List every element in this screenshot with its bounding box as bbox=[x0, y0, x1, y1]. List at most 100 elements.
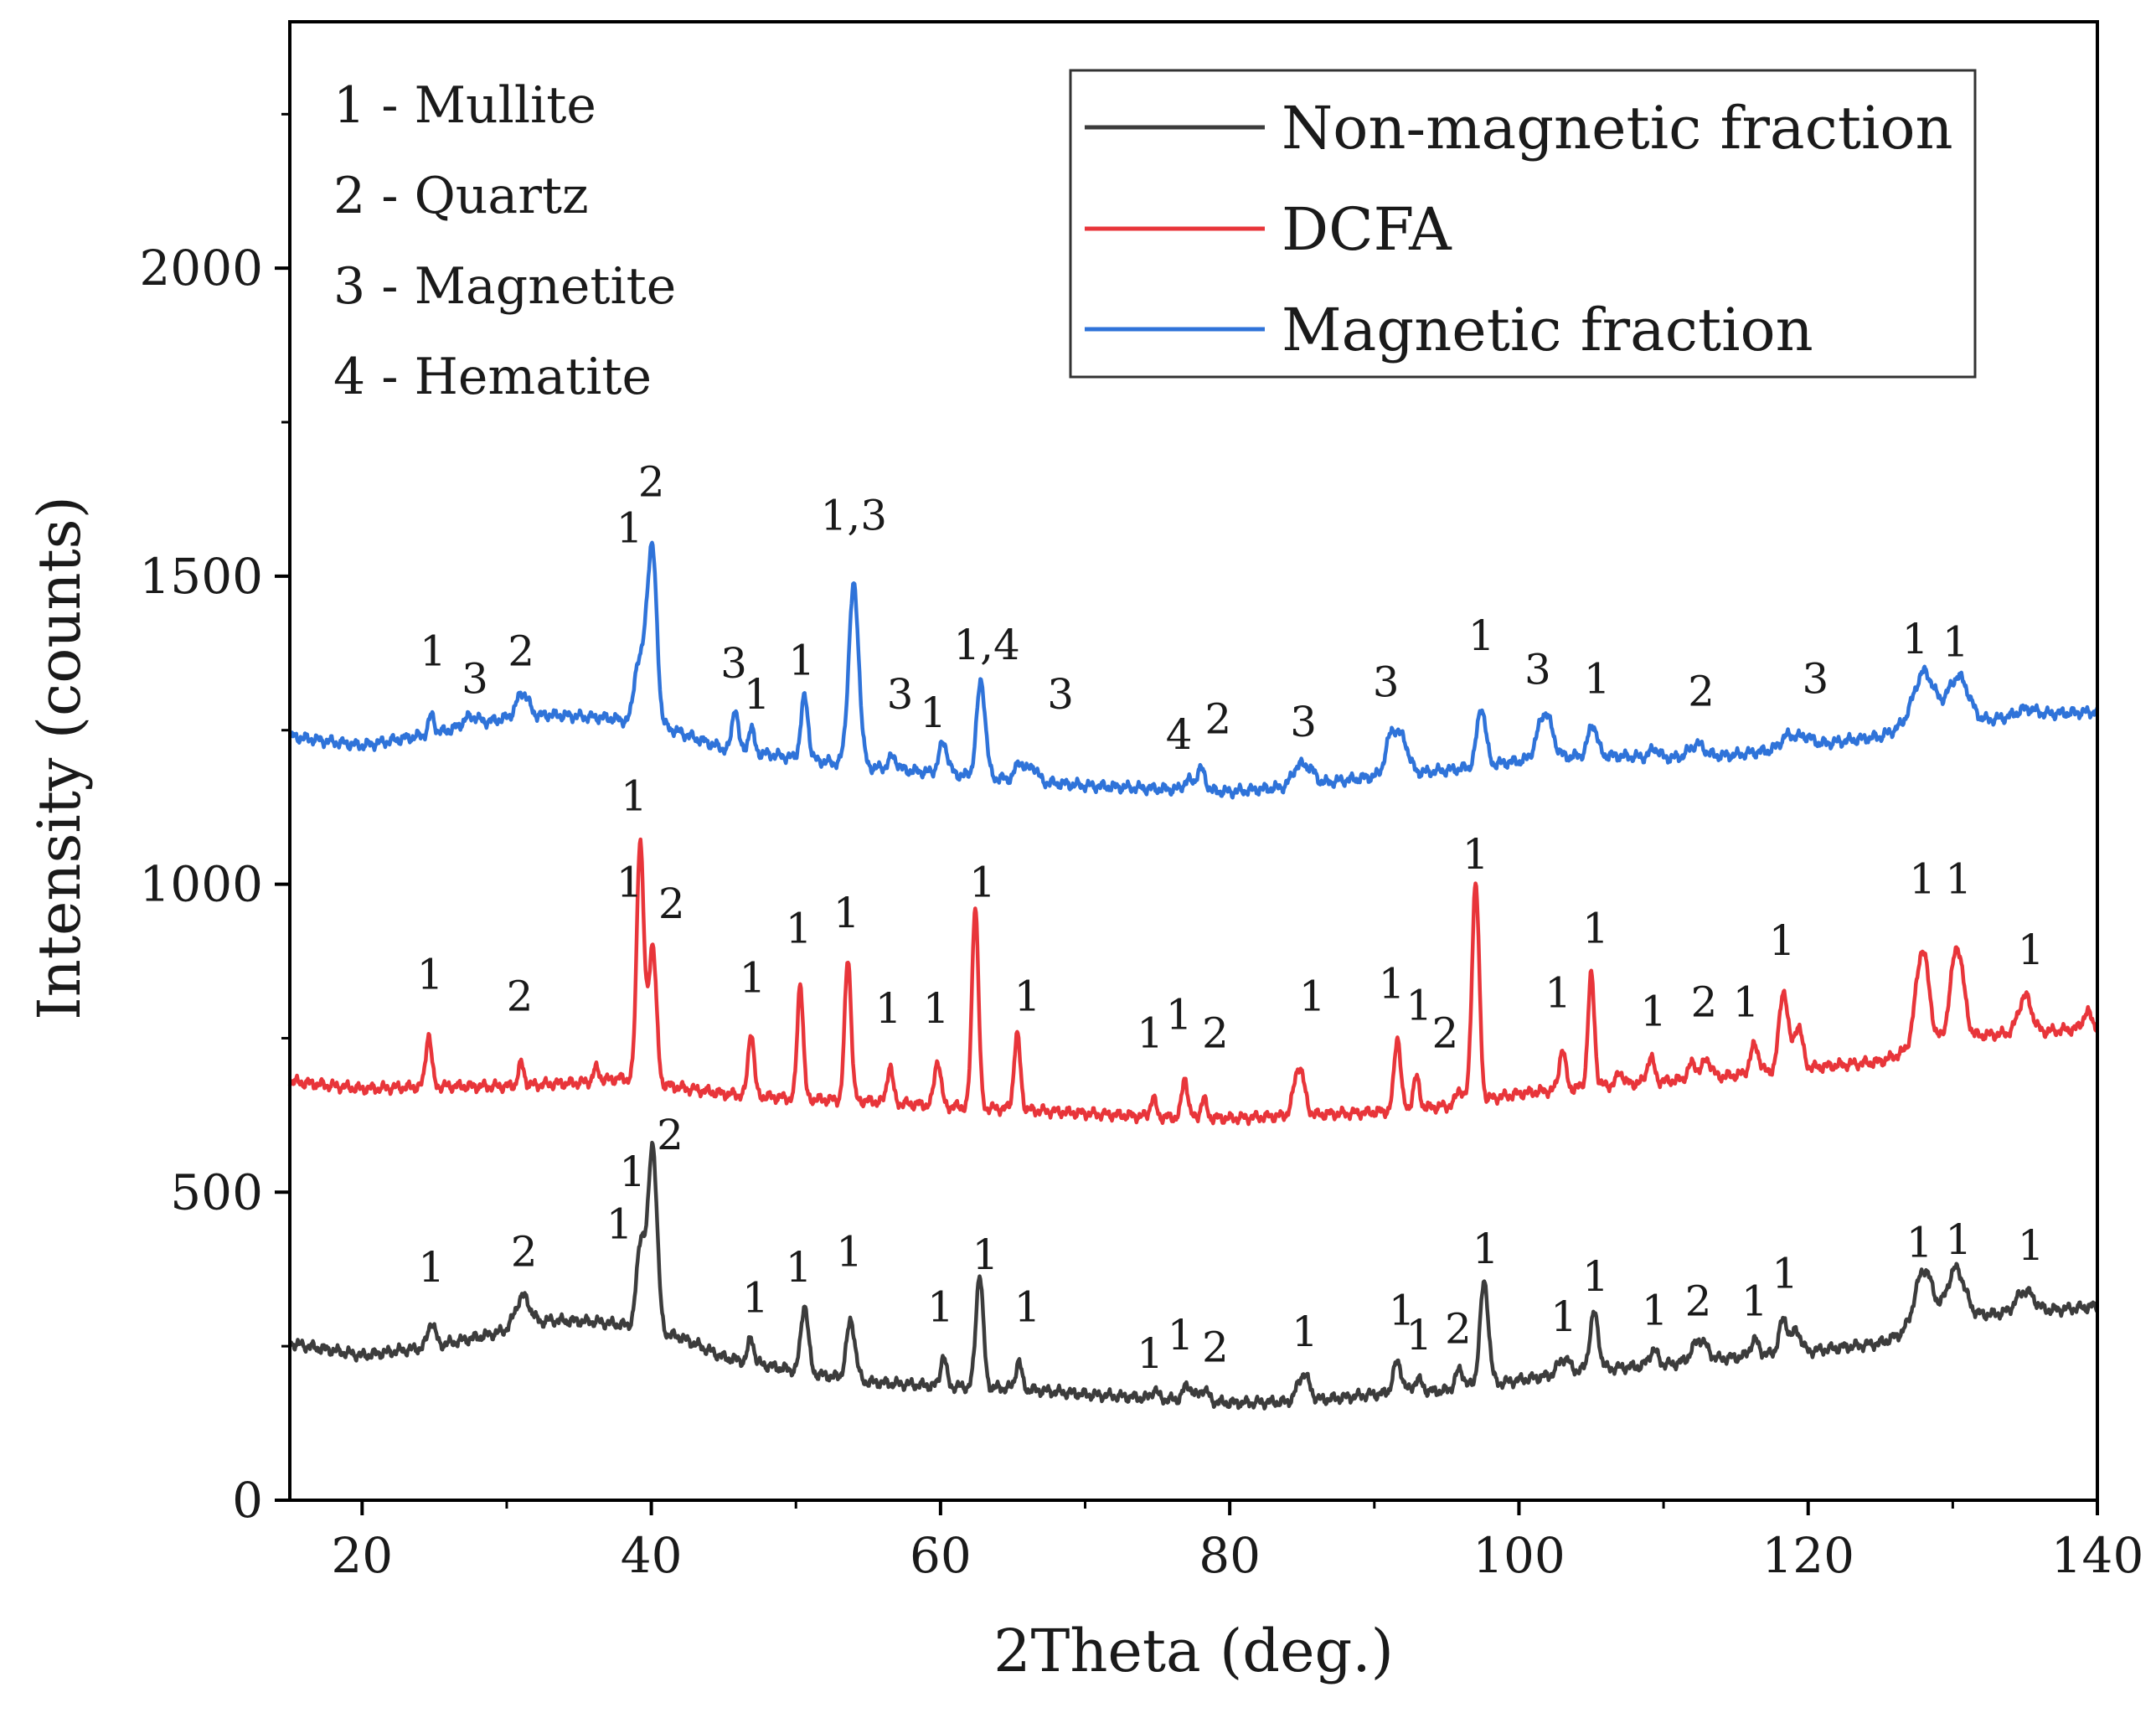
peak-label: 1 bbox=[1406, 1311, 1432, 1359]
series-magnetic bbox=[288, 540, 2100, 800]
peak-label: 1 bbox=[1379, 960, 1406, 1009]
y-tick-label: 1000 bbox=[139, 856, 263, 913]
peak-label: 1 bbox=[1733, 978, 1760, 1027]
peak-label: 1 bbox=[1292, 1308, 1318, 1356]
peak-label: 1 bbox=[2018, 1221, 2045, 1270]
peak-label: 1 bbox=[1945, 1215, 1972, 1264]
x-tick-label: 100 bbox=[1473, 1527, 1565, 1584]
peak-label: 1 bbox=[1299, 972, 1326, 1020]
peak-label: 2 bbox=[1688, 667, 1715, 715]
peak-label: 3 bbox=[1290, 698, 1317, 746]
peak-label: 1 bbox=[1582, 904, 1609, 952]
legend-label-dcfa: DCFA bbox=[1282, 195, 1452, 264]
peak-label: 3 bbox=[1802, 655, 1828, 704]
peak-label: 1 bbox=[1772, 1249, 1798, 1298]
peak-label: 2 bbox=[1690, 978, 1717, 1027]
peak-label: 1 bbox=[619, 1148, 646, 1196]
peak-label: 3 bbox=[1373, 658, 1400, 706]
x-tick-label: 40 bbox=[621, 1527, 683, 1584]
peak-label: 2 bbox=[658, 880, 685, 928]
peak-label: 1 bbox=[616, 503, 643, 552]
peak-label: 1 bbox=[1902, 615, 1929, 663]
series-dcfa bbox=[287, 837, 2099, 1127]
y-axis-title: Intensity (counts) bbox=[25, 496, 94, 1020]
y-tick-label: 2000 bbox=[139, 240, 263, 297]
peak-label: 1 bbox=[1909, 855, 1936, 904]
peak-label: 2 bbox=[1202, 1009, 1229, 1058]
peak-label: 1 bbox=[417, 951, 444, 999]
y-tick-label: 500 bbox=[170, 1163, 263, 1220]
peak-label: 1 bbox=[1468, 611, 1495, 660]
peak-label: 1 bbox=[786, 1243, 812, 1292]
peak-label: 2 bbox=[657, 1111, 683, 1159]
peak-label: 1 bbox=[1014, 1283, 1041, 1332]
peak-label: 1 bbox=[1906, 1219, 1933, 1267]
legend: Non-magnetic fraction DCFA Magnetic frac… bbox=[1069, 69, 1977, 379]
plot-frame bbox=[288, 20, 2099, 1502]
x-axis-title: 2Theta (deg.) bbox=[993, 1617, 1394, 1685]
peak-label: 2 bbox=[1445, 1305, 1472, 1354]
peak-label: 1 bbox=[1582, 1252, 1609, 1301]
peak-label: 1 bbox=[1642, 1286, 1669, 1334]
peak-label: 2 bbox=[511, 1228, 538, 1277]
legend-box bbox=[1069, 69, 1977, 379]
peak-label: 1 bbox=[1137, 1009, 1163, 1058]
peak-label: 2 bbox=[1204, 694, 1231, 743]
peak-label: 1 bbox=[920, 689, 946, 737]
peak-label: 1 bbox=[1942, 618, 1969, 667]
peak-label: 1 bbox=[1166, 990, 1193, 1039]
peak-label: 1,4 bbox=[953, 621, 1020, 669]
peak-label: 1 bbox=[788, 637, 815, 685]
peak-label: 2 bbox=[1685, 1277, 1712, 1325]
peak-label: 1 bbox=[1389, 1286, 1416, 1334]
series-non-magnetic bbox=[288, 1140, 2100, 1411]
peak-label: 1 bbox=[1741, 1277, 1768, 1325]
phase-key-item: 1 - Mullite bbox=[333, 76, 596, 135]
peak-label: 2 bbox=[1202, 1323, 1229, 1372]
peak-label: 1 bbox=[1406, 981, 1432, 1029]
peak-label: 3 bbox=[1524, 646, 1551, 694]
peak-label: 1 bbox=[606, 1200, 633, 1248]
peak-label: 4 bbox=[1166, 710, 1193, 759]
y-tick-label: 1500 bbox=[139, 548, 263, 605]
peak-label: 1 bbox=[1473, 1225, 1499, 1273]
peak-label: 1 bbox=[1550, 1292, 1577, 1341]
peak-label: 1 bbox=[1945, 855, 1972, 904]
peak-label: 2 bbox=[638, 457, 665, 506]
x-axis: 20 40 60 80 100 120 140 bbox=[331, 1500, 2143, 1584]
x-tick-label: 140 bbox=[2051, 1527, 2144, 1584]
y-tick-label: 0 bbox=[232, 1472, 263, 1529]
legend-label-non-magnetic: Non-magnetic fraction bbox=[1282, 94, 1953, 163]
peak-label: 1 bbox=[1640, 988, 1667, 1036]
peak-label: 3 bbox=[887, 670, 914, 719]
peak-label: 3 bbox=[720, 639, 747, 688]
peak-label: 1 bbox=[1014, 972, 1041, 1020]
y-axis: 0 500 1000 1500 2000 bbox=[139, 112, 290, 1529]
phase-key-item: 4 - Hematite bbox=[333, 348, 652, 406]
peak-label: 1 bbox=[1137, 1329, 1163, 1378]
peak-label: 1 bbox=[923, 984, 950, 1033]
x-tick-label: 60 bbox=[910, 1527, 972, 1584]
peak-label: 1 bbox=[739, 953, 766, 1002]
peak-label: 1 bbox=[621, 771, 647, 820]
x-tick-label: 80 bbox=[1199, 1527, 1261, 1584]
peak-label: 1 bbox=[1462, 830, 1489, 879]
peak-label: 2 bbox=[508, 627, 534, 676]
x-tick-label: 120 bbox=[1761, 1527, 1854, 1584]
peak-label: 2 bbox=[1431, 1009, 1458, 1058]
peak-label: 1 bbox=[836, 1228, 863, 1277]
peak-label: 1 bbox=[420, 627, 446, 676]
peak-label: 3 bbox=[1047, 670, 1074, 719]
peak-label: 1 bbox=[2018, 926, 2045, 974]
peak-label: 1 bbox=[972, 1230, 998, 1279]
peak-label: 1 bbox=[1584, 655, 1611, 704]
peak-label: 1 bbox=[833, 889, 860, 937]
peak-label: 1 bbox=[1168, 1311, 1194, 1359]
peak-label: 1 bbox=[418, 1243, 445, 1292]
peak-label: 2 bbox=[507, 972, 534, 1020]
peak-label: 3 bbox=[462, 655, 488, 704]
phase-key-item: 3 - Magnetite bbox=[333, 257, 676, 316]
peak-label: 1 bbox=[616, 858, 643, 906]
